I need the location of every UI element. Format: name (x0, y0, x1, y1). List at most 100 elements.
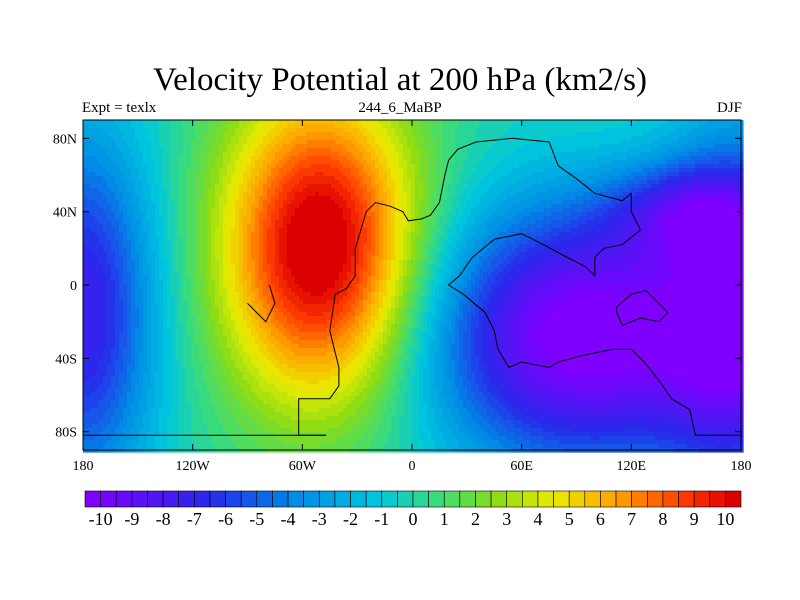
field-cell (263, 152, 268, 157)
field-cell (427, 160, 432, 165)
field-cell (431, 148, 436, 153)
field-cell (199, 208, 204, 213)
field-cell (319, 140, 324, 145)
field-cell (675, 120, 680, 125)
field-cell (215, 196, 220, 201)
field-cell (683, 212, 688, 217)
field-cell (643, 228, 648, 233)
field-cell (603, 152, 608, 157)
field-cell (575, 168, 580, 173)
field-cell (107, 132, 112, 137)
field-cell (395, 232, 400, 237)
field-cell (583, 160, 588, 165)
field-cell (387, 184, 392, 189)
field-cell (711, 132, 716, 137)
field-cell (595, 144, 600, 149)
field-cell (135, 152, 140, 157)
field-cell (471, 220, 476, 225)
field-cell (687, 132, 692, 137)
field-cell (623, 124, 628, 129)
field-cell (127, 216, 132, 221)
field-cell (411, 228, 416, 233)
field-cell (703, 224, 708, 229)
field-cell (371, 196, 376, 201)
field-cell (367, 228, 372, 233)
field-cell (187, 176, 192, 181)
field-cell (611, 228, 616, 233)
field-cell (91, 216, 96, 221)
field-cell (347, 196, 352, 201)
field-cell (411, 168, 416, 173)
field-cell (123, 148, 128, 153)
field-cell (107, 168, 112, 173)
field-cell (559, 140, 564, 145)
field-cell (467, 212, 472, 217)
field-cell (551, 160, 556, 165)
field-cell (391, 156, 396, 161)
field-cell (203, 184, 208, 189)
field-cell (235, 136, 240, 141)
field-cell (111, 136, 116, 141)
field-cell (603, 200, 608, 205)
field-cell (643, 124, 648, 129)
field-cell (371, 144, 376, 149)
field-cell (243, 184, 248, 189)
field-cell (131, 132, 136, 137)
field-cell (447, 128, 452, 133)
field-cell (715, 208, 720, 213)
field-cell (735, 132, 740, 137)
field-cell (563, 152, 568, 157)
field-cell (595, 196, 600, 201)
field-cell (211, 228, 216, 233)
field-cell (679, 120, 684, 125)
field-cell (659, 168, 664, 173)
field-cell (203, 204, 208, 209)
field-cell (239, 144, 244, 149)
field-cell (91, 168, 96, 173)
field-cell (559, 200, 564, 205)
field-cell (259, 216, 264, 221)
field-cell (427, 228, 432, 233)
field-cell (511, 208, 516, 213)
field-cell (511, 140, 516, 145)
field-cell (635, 176, 640, 181)
field-cell (471, 180, 476, 185)
field-cell (143, 216, 148, 221)
field-cell (347, 168, 352, 173)
field-cell (235, 204, 240, 209)
field-cell (191, 144, 196, 149)
field-cell (459, 224, 464, 229)
field-cell (427, 140, 432, 145)
field-cell (343, 140, 348, 145)
field-cell (427, 236, 432, 241)
field-cell (83, 240, 88, 245)
field-cell (447, 232, 452, 237)
field-cell (451, 120, 456, 125)
field-cell (139, 184, 144, 189)
field-cell (495, 152, 500, 157)
field-cell (275, 180, 280, 185)
field-cell (587, 124, 592, 129)
field-cell (647, 224, 652, 229)
field-cell (519, 148, 524, 153)
field-cell (159, 204, 164, 209)
field-cell (147, 220, 152, 225)
field-cell (551, 220, 556, 225)
field-cell (427, 196, 432, 201)
field-cell (467, 172, 472, 177)
field-cell (363, 180, 368, 185)
field-cell (495, 172, 500, 177)
field-cell (575, 156, 580, 161)
field-cell (167, 168, 172, 173)
field-cell (87, 124, 92, 129)
field-cell (699, 120, 704, 125)
field-cell (587, 180, 592, 185)
field-cell (303, 220, 308, 225)
field-cell (263, 176, 268, 181)
field-cell (195, 140, 200, 145)
field-cell (403, 228, 408, 233)
field-cell (359, 192, 364, 197)
field-cell (103, 156, 108, 161)
field-cell (519, 124, 524, 129)
field-cell (191, 136, 196, 141)
